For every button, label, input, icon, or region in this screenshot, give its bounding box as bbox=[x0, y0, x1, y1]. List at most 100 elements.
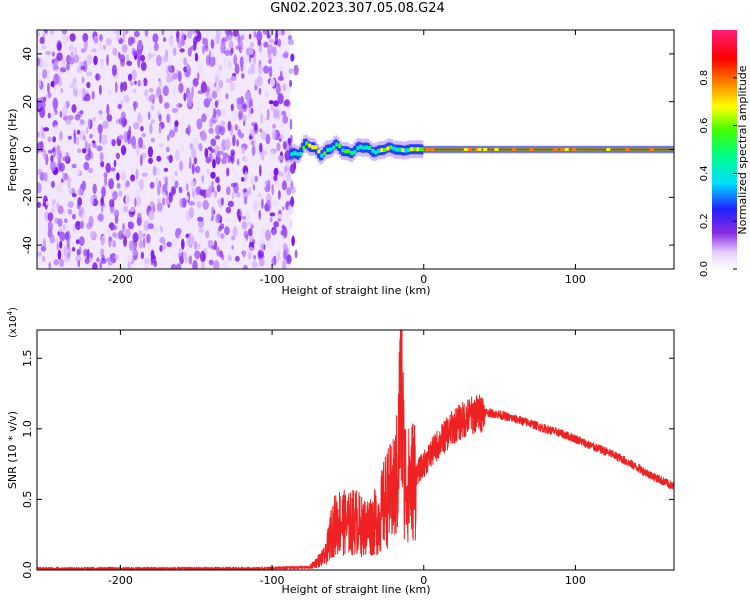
noise-blob bbox=[281, 110, 287, 117]
noise-blob bbox=[137, 39, 143, 51]
noise-blob bbox=[92, 183, 97, 195]
noise-blob bbox=[133, 30, 140, 38]
noise-blob bbox=[193, 193, 199, 201]
band-core-cell bbox=[401, 148, 405, 153]
band-peak-spot bbox=[553, 148, 558, 151]
noise-blob bbox=[47, 136, 52, 143]
noise-blob bbox=[110, 167, 116, 172]
noise-blob bbox=[252, 184, 256, 191]
band-core-cell bbox=[368, 146, 372, 150]
noise-blob bbox=[41, 45, 47, 50]
noise-blob bbox=[49, 30, 55, 35]
noise-blob bbox=[197, 65, 203, 74]
noise-blob bbox=[231, 191, 235, 200]
noise-blob bbox=[108, 199, 114, 208]
noise-blob bbox=[205, 230, 210, 239]
band-core-cell bbox=[410, 147, 414, 152]
noise-blob bbox=[176, 102, 180, 110]
noise-blob bbox=[200, 81, 207, 94]
noise-blob bbox=[186, 62, 190, 72]
noise-blob bbox=[120, 111, 126, 121]
noise-blob bbox=[120, 81, 124, 93]
noise-blob bbox=[277, 76, 284, 81]
noise-blob bbox=[37, 182, 42, 194]
noise-blob bbox=[274, 180, 280, 188]
noise-blob bbox=[197, 142, 203, 151]
noise-blob bbox=[202, 37, 206, 45]
noise-blob bbox=[178, 186, 183, 194]
noise-blob bbox=[264, 150, 267, 156]
noise-blob bbox=[37, 201, 41, 208]
noise-blob bbox=[254, 85, 258, 91]
noise-blob bbox=[278, 171, 284, 177]
noise-blob bbox=[237, 129, 241, 136]
noise-blob bbox=[88, 167, 93, 174]
noise-blob bbox=[48, 262, 51, 269]
noise-blob bbox=[248, 186, 252, 196]
noise-blob bbox=[83, 135, 86, 141]
colorbar-label: Normalized spectral amplitude bbox=[736, 65, 749, 234]
noise-blob bbox=[62, 156, 67, 162]
noise-blob bbox=[265, 199, 272, 212]
noise-blob bbox=[127, 73, 133, 82]
noise-blob bbox=[171, 172, 176, 183]
noise-blob bbox=[275, 83, 281, 96]
noise-blob bbox=[236, 158, 240, 166]
noise-blob bbox=[76, 137, 80, 146]
noise-blob bbox=[215, 86, 220, 94]
noise-blob bbox=[86, 71, 93, 77]
noise-blob bbox=[88, 142, 91, 150]
noise-blob bbox=[224, 226, 230, 236]
noise-blob bbox=[227, 154, 231, 164]
noise-blob bbox=[219, 124, 226, 136]
noise-blob bbox=[153, 42, 159, 52]
noise-blob bbox=[183, 92, 187, 102]
noise-blob bbox=[128, 240, 134, 251]
noise-blob bbox=[230, 156, 234, 162]
noise-blob bbox=[266, 108, 270, 121]
noise-blob bbox=[192, 78, 199, 87]
noise-blob bbox=[281, 206, 285, 211]
noise-blob bbox=[290, 134, 293, 144]
top-x-tick-label: -200 bbox=[108, 273, 133, 286]
noise-blob bbox=[91, 117, 96, 122]
noise-blob bbox=[81, 76, 85, 84]
top-y-tick-label: 0 bbox=[21, 146, 34, 153]
noise-blob bbox=[108, 237, 113, 242]
noise-blob bbox=[210, 102, 214, 115]
noise-blob bbox=[63, 245, 68, 257]
noise-blob bbox=[152, 223, 158, 234]
noise-blob bbox=[170, 263, 177, 269]
noise-blob bbox=[91, 90, 95, 100]
noise-blob bbox=[72, 223, 76, 234]
noise-blob bbox=[268, 65, 273, 78]
noise-blob bbox=[52, 97, 59, 110]
noise-blob bbox=[68, 44, 74, 52]
noise-blob bbox=[226, 186, 231, 196]
noise-blob bbox=[262, 182, 267, 188]
noise-blob bbox=[225, 206, 232, 214]
noise-blob bbox=[197, 216, 204, 222]
noise-blob bbox=[293, 64, 299, 76]
noise-blob bbox=[220, 120, 226, 127]
band-peak-spot bbox=[467, 148, 472, 151]
noise-blob bbox=[112, 225, 118, 231]
noise-blob bbox=[186, 235, 193, 248]
noise-blob bbox=[51, 110, 56, 117]
noise-blob bbox=[152, 33, 159, 43]
noise-blob bbox=[71, 193, 77, 198]
noise-blob bbox=[127, 134, 131, 145]
snr-panel: -200 -100 0 100 0.0 0.5 1.0 1.5 Height of stra… bbox=[6, 307, 675, 596]
band-core-cell bbox=[359, 144, 363, 149]
noise-blob bbox=[216, 184, 221, 193]
noise-blob bbox=[116, 172, 120, 181]
noise-blob bbox=[113, 172, 117, 182]
noise-blob bbox=[282, 259, 286, 269]
noise-blob bbox=[269, 216, 273, 223]
noise-blob bbox=[87, 147, 92, 158]
noise-blob bbox=[277, 30, 283, 36]
noise-blob bbox=[147, 223, 154, 230]
band-core-cell bbox=[389, 145, 393, 150]
noise-blob bbox=[271, 184, 275, 196]
noise-blob bbox=[205, 156, 211, 164]
